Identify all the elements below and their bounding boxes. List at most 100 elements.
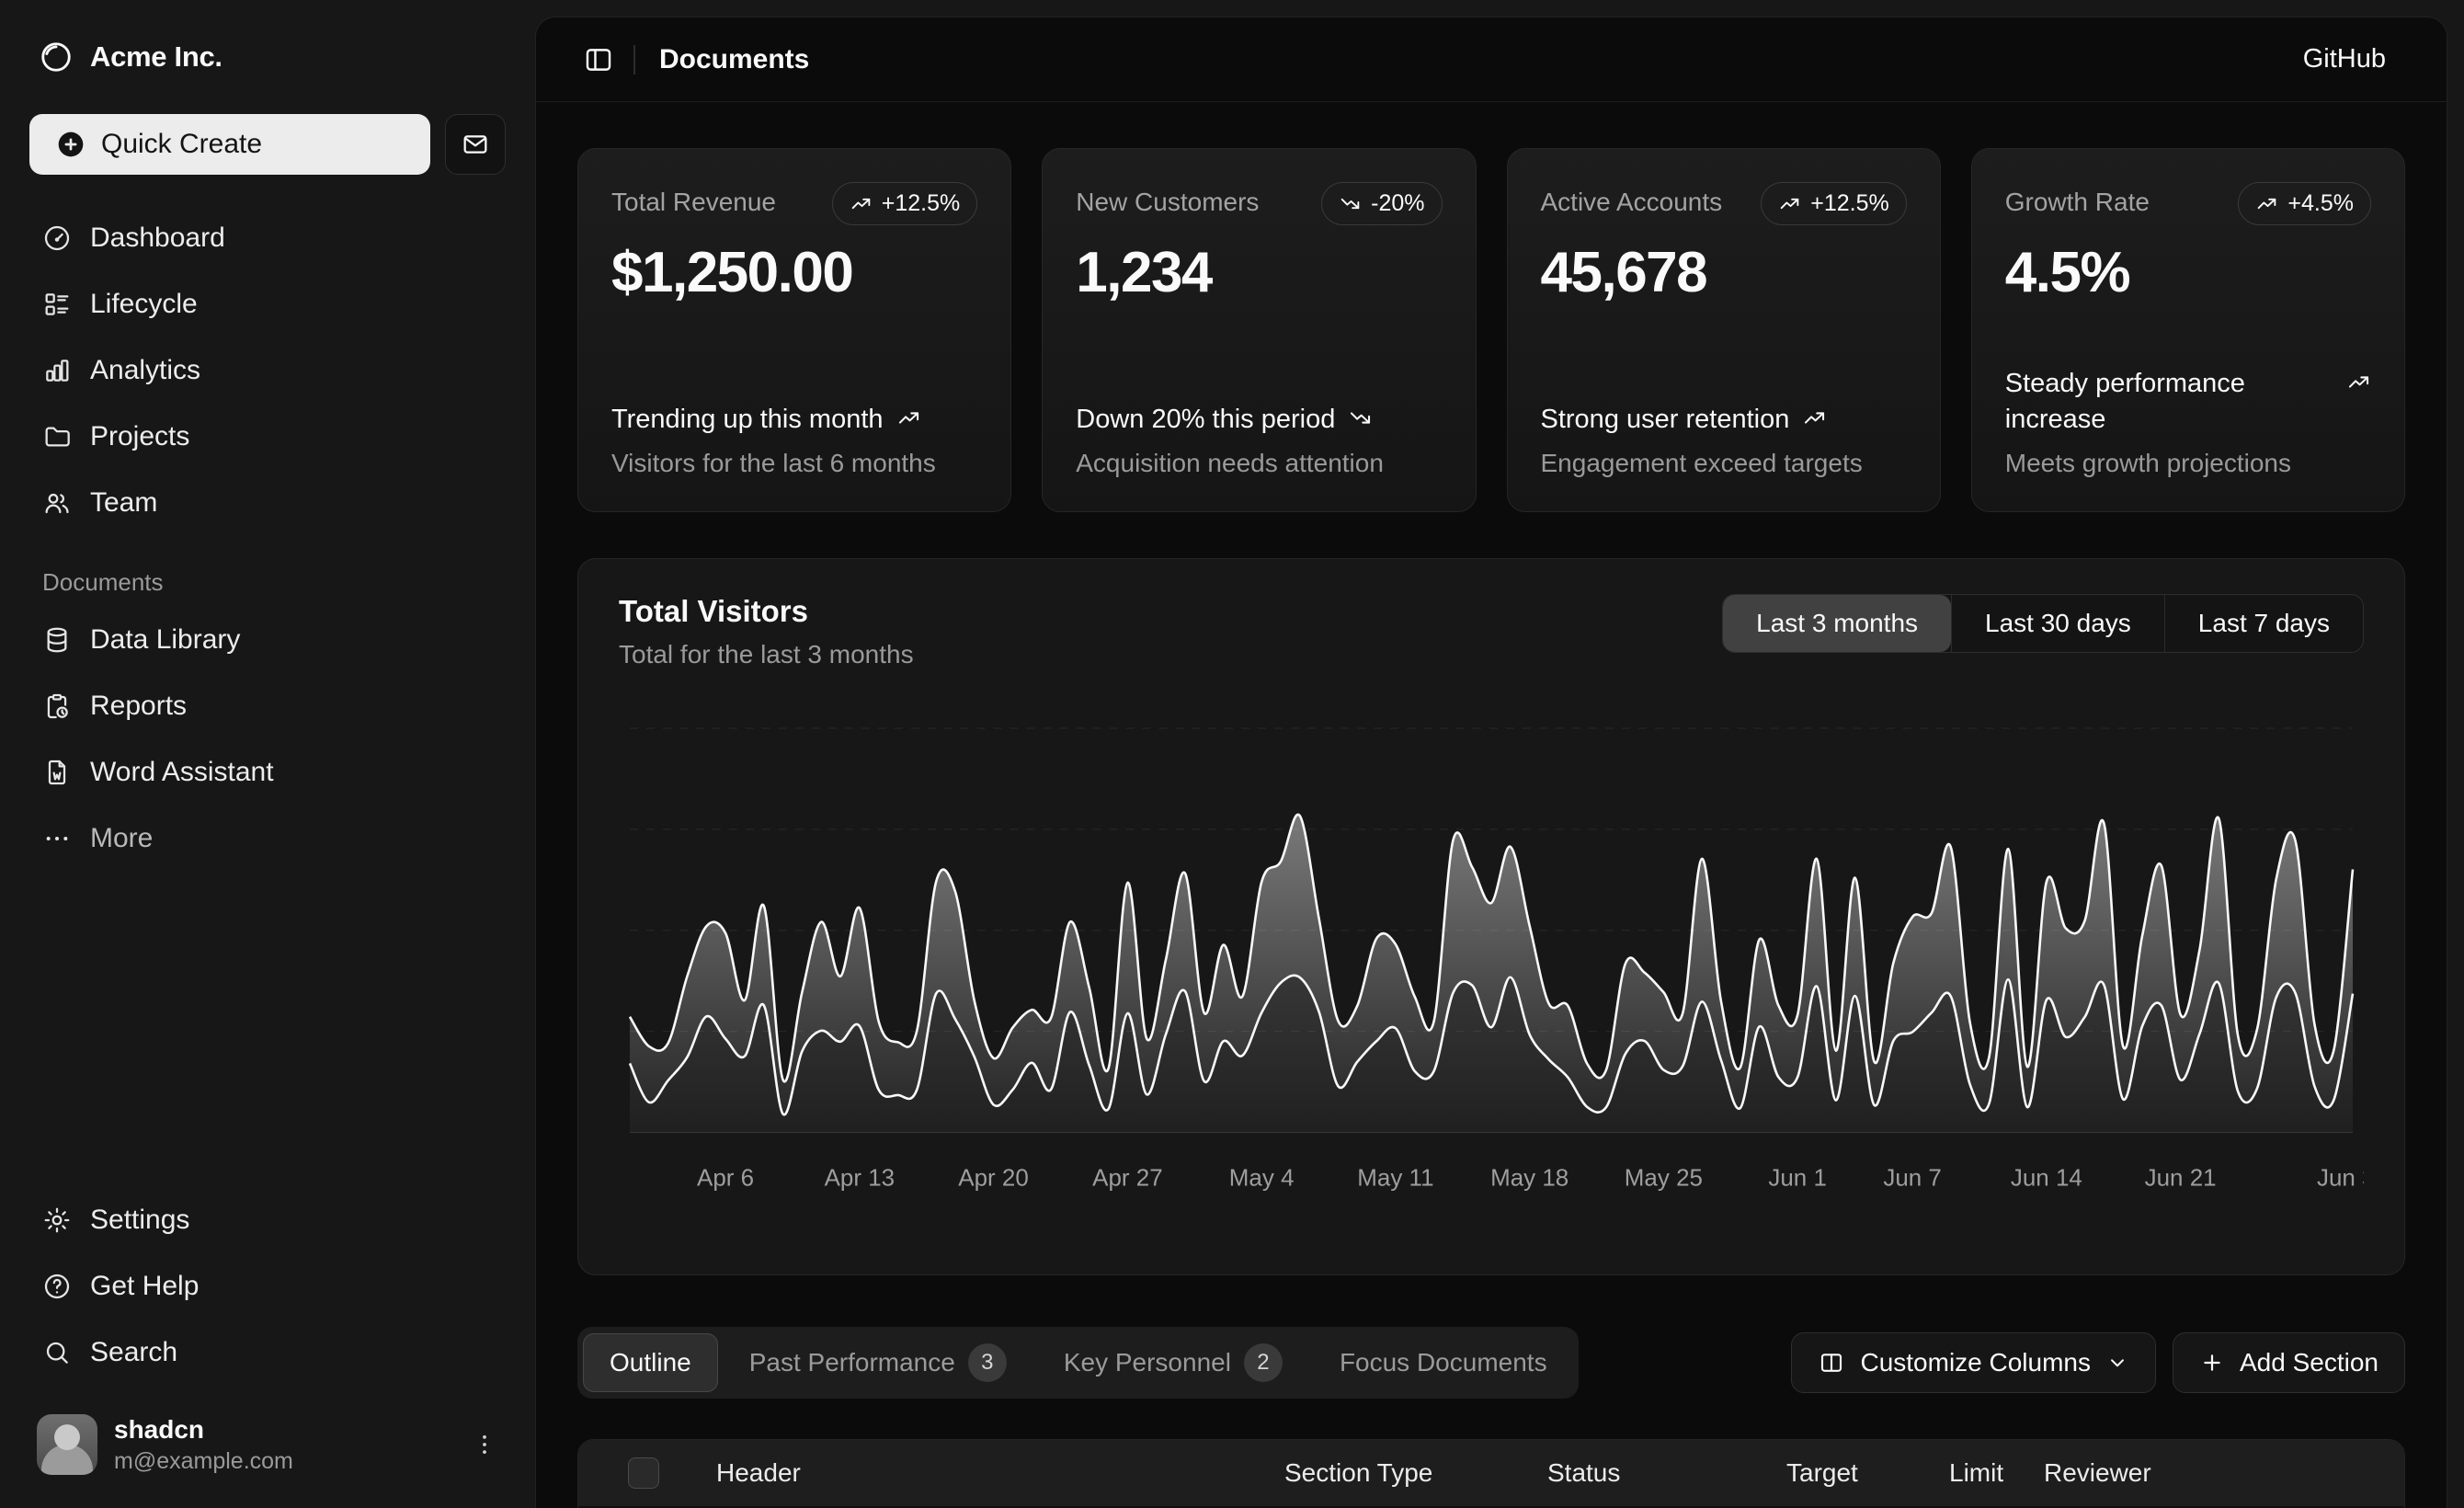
trending-up-icon [1805,412,1825,424]
sidebar-item-reports[interactable]: Reports [29,680,506,733]
inbox-button[interactable] [445,114,506,175]
sidebar-item-word-assistant[interactable]: Word Assistant [29,746,506,799]
page-title: Documents [659,43,810,74]
trending-down-icon [1340,198,1360,210]
trending-up-icon [2258,198,2276,210]
column-header: Status [1547,1458,1621,1487]
report-icon [47,693,68,719]
svg-text:Apr 20: Apr 20 [958,1163,1029,1191]
quick-create-button[interactable]: Quick Create [29,114,430,175]
sidebar-item-label: Lifecycle [90,289,198,319]
ellipsis-icon [46,837,68,840]
chart-title: Total Visitors [619,594,808,628]
brand[interactable]: Acme Inc. [29,28,506,86]
range-last-3-months[interactable]: Last 3 months [1723,595,1952,652]
sidebar-toggle-button[interactable] [576,38,621,82]
sidebar-item-label: Settings [90,1205,190,1235]
card-label: Active Accounts [1540,188,1723,216]
sidebar-item-analytics[interactable]: Analytics [29,344,506,397]
github-link[interactable]: GitHub [2302,44,2386,74]
add-section-button[interactable]: Add Section [2173,1332,2405,1393]
range-toggle: Last 3 months Last 30 days Last 7 days [1722,594,2364,653]
svg-text:May 25: May 25 [1625,1163,1703,1191]
range-last-30-days[interactable]: Last 30 days [1951,595,2164,652]
chart-subtitle: Total for the last 3 months [619,640,914,668]
sidebar-item-label: Analytics [90,355,201,385]
sidebar-item-settings[interactable]: Settings [29,1194,506,1247]
column-header: Header [716,1458,801,1487]
tab-count-badge: 3 [967,1343,1007,1382]
user-menu[interactable]: shadcn m@example.com [29,1409,506,1480]
sidebar-item-label: Projects [90,421,190,451]
help-circle-icon [44,1274,70,1299]
column-header: Target [1786,1458,1858,1487]
trend-badge: +4.5% [2238,182,2371,225]
card-value: 4.5% [2004,241,2131,304]
sidebar-item-label: Data Library [90,624,241,655]
ellipsis-vertical-icon[interactable] [471,1431,498,1458]
trend-badge: +12.5% [1761,182,1907,225]
brand-name: Acme Inc. [90,40,222,73]
plus-icon [2204,1354,2220,1371]
sidebar-item-data-library[interactable]: Data Library [29,613,506,667]
total-visitors-card: Total Visitors Total for the last 3 mont… [577,558,2405,1275]
header-separator [633,44,635,74]
customize-columns-button[interactable]: Customize Columns [1791,1332,2156,1393]
user-name: shadcn [114,1414,205,1444]
tab-focus-documents[interactable]: Focus Documents [1314,1333,1573,1392]
svg-text:Jun 14: Jun 14 [2011,1163,2082,1191]
chart-bar-icon [46,360,69,382]
main-panel: Documents GitHub Total Revenue +12.5% $1… [535,17,2447,1508]
sidebar-item-get-help[interactable]: Get Help [29,1260,506,1313]
search-icon [46,1342,68,1364]
mail-icon [463,135,487,154]
folder-icon [45,427,70,447]
card-label: Total Revenue [611,188,777,216]
trend-badge: +12.5% [831,182,978,225]
database-icon [47,627,67,653]
section-tabs: Outline Past Performance 3 Key Personnel… [577,1327,1579,1399]
tab-outline[interactable]: Outline [583,1333,718,1392]
sidebar-item-projects[interactable]: Projects [29,410,506,463]
sidebar-item-dashboard[interactable]: Dashboard [29,211,506,265]
card-footer-desc: Meets growth projections [2004,449,2292,477]
svg-text:Jun 21: Jun 21 [2145,1163,2217,1191]
svg-text:Jun 1: Jun 1 [1768,1163,1827,1191]
tab-past-performance[interactable]: Past Performance 3 [724,1333,1032,1392]
stat-cards: Total Revenue +12.5% $1,250.00 Trending … [577,148,2405,512]
chevron-down-icon [2111,1359,2124,1367]
card-new-customers: New Customers -20% 1,234 Down 20% this p… [1042,148,1477,512]
range-last-7-days[interactable]: Last 7 days [2163,595,2363,652]
select-all-checkbox[interactable] [628,1457,659,1489]
sidebar-item-search[interactable]: Search [29,1326,506,1379]
quick-create-label: Quick Create [101,129,263,159]
users-icon [45,493,69,514]
table-body [578,1506,2404,1508]
trending-up-icon [1780,198,1799,210]
card-footer-desc: Engagement exceed targets [1540,449,1863,477]
sidebar-item-lifecycle[interactable]: Lifecycle [29,278,506,331]
sidebar-footer: Settings Get Help Search shadcn m@exampl… [29,1194,506,1480]
sidebar-item-label: Team [90,487,158,518]
dashboard-icon [44,225,70,251]
table-header-row: Header Section Type Status Target Limit … [578,1440,2404,1506]
sidebar-item-more[interactable]: More [29,812,506,865]
card-label: New Customers [1076,188,1260,216]
trending-up-icon [898,412,918,424]
card-label: Growth Rate [2004,188,2150,216]
sidebar-item-label: More [90,823,154,853]
list-details-icon [45,293,69,315]
svg-text:Jun 30: Jun 30 [2317,1163,2364,1191]
sidebar-item-team[interactable]: Team [29,476,506,530]
sidebar-item-label: Dashboard [90,223,225,253]
avatar [37,1414,97,1475]
svg-text:May 18: May 18 [1490,1163,1569,1191]
area-chart-svg: Apr 6 Apr 13 Apr 20 Apr 27 May 4 May 11 May 18… [628,727,2364,1191]
card-footer-title: Trending up this month [611,404,884,434]
svg-text:Apr 6: Apr 6 [697,1163,754,1191]
sidebar-item-label: Search [90,1337,178,1367]
tab-key-personnel[interactable]: Key Personnel 2 [1038,1333,1308,1392]
sidebar-item-label: Get Help [90,1271,200,1301]
circle-plus-icon [58,131,84,157]
panel-left-icon [586,48,611,71]
